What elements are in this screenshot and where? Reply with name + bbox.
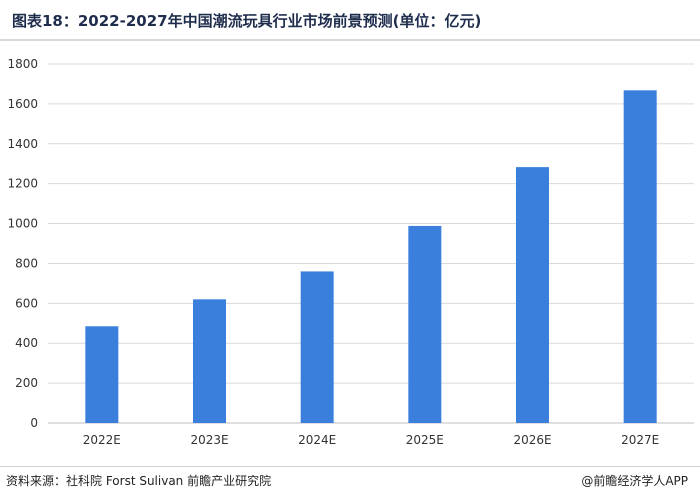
x-tick-label: 2026E [513, 433, 551, 447]
bar [623, 90, 657, 424]
chart-title: 图表18：2022-2027年中国潮流玩具行业市场前景预测(单位：亿元) [12, 11, 482, 30]
y-tick-label: 0 [30, 416, 38, 430]
x-tick-label: 2022E [83, 433, 121, 447]
y-tick-label: 1400 [7, 137, 38, 151]
x-tick-labels: 2022E 2023E 2024E 2025E 2026E 2027E [83, 433, 659, 447]
y-tick-label: 1600 [7, 97, 38, 111]
y-tick-label: 800 [15, 256, 38, 270]
y-tick-label: 600 [15, 296, 38, 310]
x-tick-label: 2025E [406, 433, 444, 447]
bar [408, 225, 442, 423]
bar [193, 299, 226, 423]
brand-credit: @前瞻经济学人APP [581, 472, 688, 489]
footer: 资料来源：社科院 Forst Sulivan 前瞻产业研究院 @前瞻经济学人AP… [0, 470, 700, 494]
gridlines [48, 63, 694, 424]
y-tick-labels: 0 200 400 600 800 1000 1200 1400 1600 1800 [7, 57, 38, 430]
x-tick-label: 2027E [621, 433, 659, 447]
bar [516, 167, 549, 423]
y-tick-label: 200 [15, 376, 38, 390]
y-tick-label: 1800 [7, 57, 38, 71]
y-tick-label: 400 [15, 336, 38, 350]
title-divider [0, 39, 700, 41]
y-tick-label: 1200 [7, 177, 38, 191]
chart-area: 0 200 400 600 800 1000 1200 1400 1600 1800 2022E 2… [0, 42, 700, 460]
y-tick-label: 1000 [7, 217, 38, 231]
bars [85, 90, 657, 424]
source-note: 资料来源：社科院 Forst Sulivan 前瞻产业研究院 [6, 474, 272, 488]
bar [300, 271, 334, 423]
x-tick-label: 2023E [190, 433, 228, 447]
title-bar: 图表18：2022-2027年中国潮流玩具行业市场前景预测(单位：亿元) [0, 0, 700, 40]
footer-divider [0, 466, 700, 467]
bar [85, 326, 119, 423]
x-tick-label: 2024E [298, 433, 336, 447]
brand-label: @前瞻经济学人APP [581, 474, 688, 488]
